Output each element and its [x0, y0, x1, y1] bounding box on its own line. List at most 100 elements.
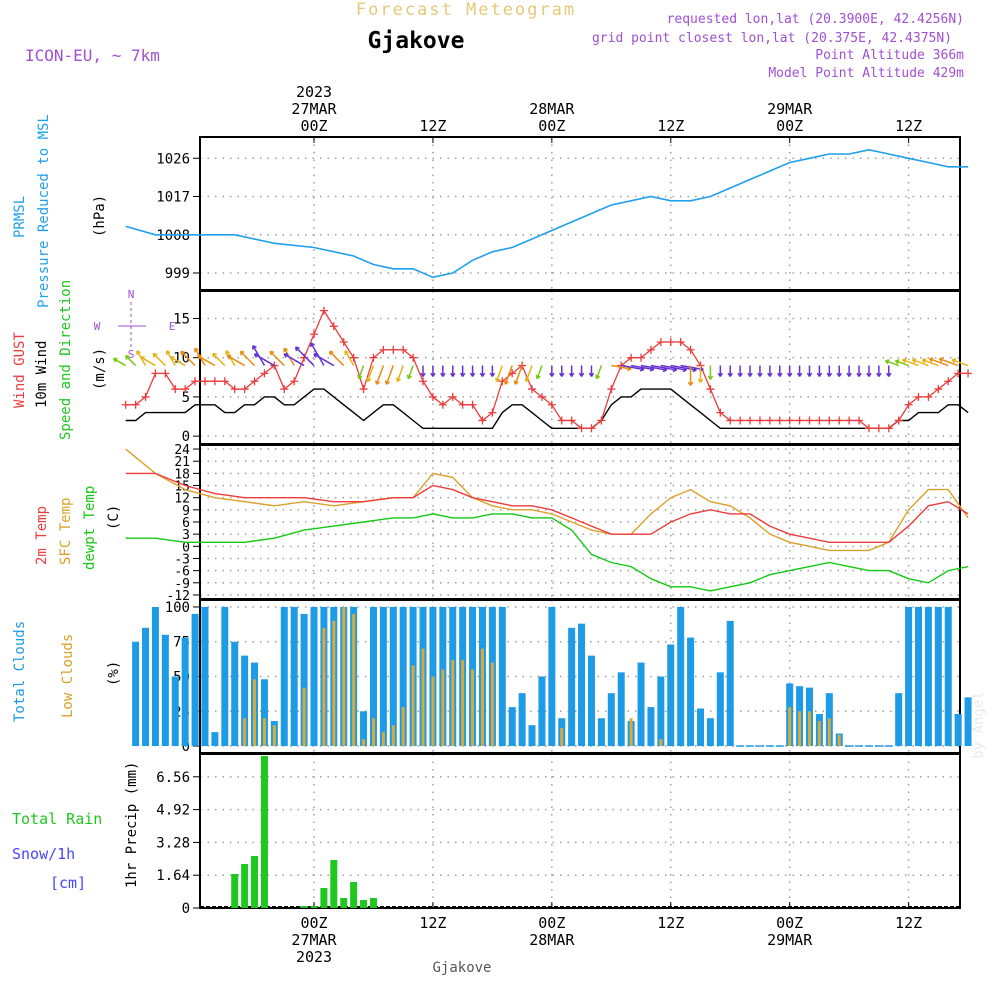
wind-arrow — [328, 350, 345, 367]
gust-point — [874, 424, 883, 433]
wind-arrow-head — [494, 377, 501, 383]
total-cloud-bar — [151, 606, 159, 747]
bottom-time-label: 29MAR — [767, 931, 813, 949]
wind-arrow-shaft — [670, 364, 697, 371]
rain-bar — [360, 900, 368, 908]
wind-arrow — [269, 350, 285, 367]
total-cloud-bar — [944, 606, 952, 747]
low-cloud-bar — [659, 739, 663, 747]
gust-point — [914, 392, 923, 401]
rain-bar — [231, 874, 239, 908]
wind-unit: (m/s) — [92, 348, 108, 390]
wind-arrow-head — [524, 377, 530, 383]
wind-arrow — [786, 365, 793, 377]
compass-e: E — [169, 320, 176, 333]
wind-arrow-shaft — [358, 365, 365, 379]
gust-point — [220, 377, 229, 386]
low-cloud-bar — [451, 659, 455, 747]
wind-arrow-shaft — [630, 364, 654, 371]
wind-arrow — [450, 365, 456, 377]
wind-arrow-head — [535, 374, 541, 380]
wind-arrow-shaft — [366, 365, 375, 382]
wind-arrow-shaft — [621, 364, 644, 371]
wind-arrow-head — [513, 380, 519, 385]
wind-arrow-head — [796, 372, 803, 377]
gust-point — [805, 416, 814, 425]
wind-arrow — [687, 365, 694, 386]
clouds-ytick-label: 100 — [165, 600, 190, 616]
wind-arrow-head — [911, 358, 917, 364]
wind-arrow-head — [697, 378, 704, 383]
wind-arrow — [757, 365, 763, 377]
rain-bar — [251, 856, 259, 908]
total-cloud-bar — [934, 606, 942, 747]
wind-arrow-head — [140, 356, 145, 361]
low-cloud-bar — [461, 659, 465, 747]
total-cloud-bar — [637, 662, 645, 747]
wind-arrow — [727, 365, 733, 377]
total-cloud-bar — [518, 693, 526, 747]
gust-point — [468, 400, 477, 409]
wind-arrow — [707, 365, 714, 380]
wind-arrow — [283, 353, 305, 367]
gust-point — [835, 416, 844, 425]
total-cloud-bar — [607, 693, 615, 747]
total-cloud-bar — [578, 623, 586, 747]
watermark: by Angel — [971, 691, 987, 758]
total-cloud-bar — [587, 655, 595, 747]
low-cloud-bar — [322, 627, 326, 747]
temp-ytick-label: 18 — [174, 467, 190, 482]
wind-arrow — [578, 365, 585, 377]
low-cloud-bar — [342, 606, 346, 747]
gust-point — [339, 338, 348, 346]
total-cloud-bar — [360, 711, 368, 747]
wind-arrow-shaft — [396, 365, 404, 382]
wind-arrow-shaft — [113, 357, 127, 367]
total-cloud-bar — [161, 634, 169, 747]
wind-arrow-shaft — [514, 365, 523, 385]
low-cloud-bar — [391, 725, 395, 747]
wind-arrow — [294, 346, 315, 367]
gust-point — [369, 353, 378, 362]
total-cloud-bar — [389, 606, 397, 747]
gust-point — [765, 416, 774, 425]
gust-point — [250, 377, 259, 386]
rain-bar — [350, 882, 358, 908]
wind-arrow-head — [687, 381, 694, 386]
wind-arrow-head — [921, 358, 927, 364]
gust-point — [557, 416, 566, 425]
temp-ytick-label: -3 — [174, 552, 190, 567]
precip-unit: 1hr Precip (mm) — [124, 762, 140, 888]
wind-arrow — [513, 365, 523, 385]
low-cloud-bar — [332, 620, 336, 747]
temp-ytick-label: 0 — [182, 540, 190, 555]
precip-bars — [200, 756, 960, 908]
pressure-ytick-label: 1026 — [156, 151, 190, 167]
model-point-altitude: Model Point Altitude 429m — [768, 66, 964, 81]
wind-arrow-head — [826, 372, 833, 377]
gust-point — [290, 377, 299, 386]
wind-arrow-head — [757, 372, 763, 377]
bottom-time-label: 00Z — [776, 914, 803, 932]
top-time-label: 00Z — [776, 117, 803, 135]
gust-markers — [121, 306, 973, 433]
wind-arrow-shaft — [495, 365, 503, 382]
low-cloud-bar — [798, 711, 802, 747]
gust-point — [746, 416, 755, 425]
wind-arrow-head — [876, 372, 882, 377]
total-cloud-bar — [895, 693, 903, 747]
wind-arrow-shaft — [212, 352, 226, 367]
bottom-time-label: 12Z — [895, 914, 922, 932]
gust-point — [716, 408, 725, 417]
bottom-time-label: 00Z — [538, 914, 565, 932]
gust-point — [141, 392, 150, 401]
wind-arrow-shaft — [197, 354, 216, 367]
total-cloud-bar — [280, 606, 288, 747]
total-cloud-bar — [964, 697, 972, 747]
wind-arrow — [901, 358, 919, 367]
gust-point — [438, 400, 447, 409]
wind-arrow-shaft — [329, 350, 345, 367]
wind-direction-arrows — [112, 342, 969, 386]
footer-location: Gjakove — [432, 960, 491, 976]
